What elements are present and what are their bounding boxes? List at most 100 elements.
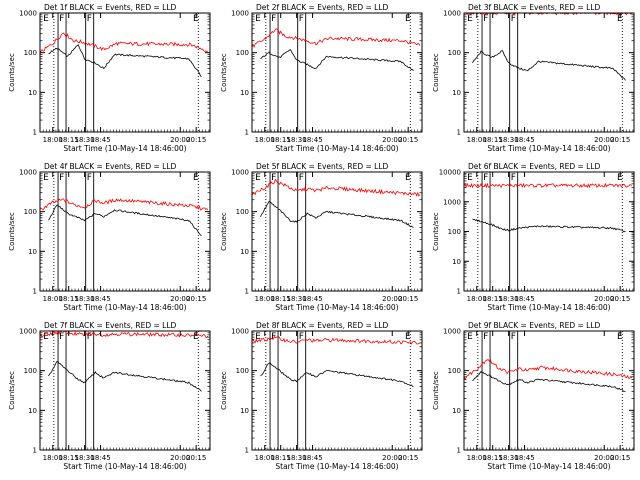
y-tick-label: 1 <box>33 129 37 137</box>
x-tick-label: 20:00 <box>594 136 614 144</box>
marker-label: F <box>271 332 276 342</box>
y-tick-label: 100 <box>24 49 37 57</box>
plot-frame <box>39 171 211 292</box>
marker-label: F <box>511 173 516 183</box>
marker-label: F <box>271 173 276 183</box>
series-events-line <box>472 50 626 81</box>
x-tick-label: 18:30 <box>75 136 95 144</box>
panel-title: Det 4f BLACK = Events, RED = LLD <box>44 162 177 171</box>
x-tick-label: 18:30 <box>75 454 95 462</box>
marker-label: E <box>467 14 473 24</box>
y-tick-label: 10 <box>452 407 461 415</box>
x-tick-label: 20:15 <box>398 295 418 303</box>
series-events-line <box>260 362 414 387</box>
y-tick-label: 1 <box>457 129 461 137</box>
marker-label: F <box>299 14 304 24</box>
x-tick-label: 18:45 <box>514 454 534 462</box>
x-tick-label: 20:15 <box>398 454 418 462</box>
series-lld-line <box>39 198 209 211</box>
series-events-line <box>48 44 202 77</box>
series-events-line <box>472 218 626 233</box>
x-tick-label: 18:30 <box>499 454 519 462</box>
y-axis-label: Counts/sec <box>8 53 16 92</box>
series-events-line <box>260 201 414 228</box>
x-tick-label: 20:00 <box>170 295 190 303</box>
x-tick-label: 18:00 <box>255 454 275 462</box>
marker-label: E <box>617 14 623 24</box>
x-tick-label: 20:15 <box>610 136 630 144</box>
series-events-line <box>48 360 202 392</box>
x-tick-label: 20:15 <box>186 295 206 303</box>
series-lld-line <box>463 359 633 380</box>
plot-frame <box>251 171 423 292</box>
x-tick-label: 18:30 <box>499 136 519 144</box>
x-tick-label: 20:15 <box>398 136 418 144</box>
plot-frame <box>463 330 635 451</box>
y-tick-label: 1000 <box>19 169 37 177</box>
x-tick-label: 20:00 <box>594 295 614 303</box>
y-axis-label: Counts/sec <box>432 371 440 410</box>
marker-label: F <box>483 173 488 183</box>
y-tick-label: 1 <box>245 447 249 455</box>
x-axis-label: Start Time (10-May-14 18:46:00) <box>487 144 610 153</box>
x-tick-label: 20:00 <box>382 295 402 303</box>
x-tick-label: 18:45 <box>90 454 110 462</box>
marker-label: F <box>59 14 64 24</box>
marker-label: E <box>43 14 49 24</box>
y-axis-label: Counts/sec <box>432 212 440 251</box>
marker-label: F <box>511 14 516 24</box>
y-axis-label: Counts/sec <box>220 212 228 251</box>
x-tick-label: 20:00 <box>382 454 402 462</box>
marker-label: E <box>193 14 199 24</box>
series-lld-line <box>251 28 421 49</box>
y-tick-label: 1 <box>33 447 37 455</box>
panel-title: Det 3f BLACK = Events, RED = LLD <box>468 3 601 12</box>
series-events-line <box>472 370 626 392</box>
y-tick-label: 100 <box>448 228 461 236</box>
marker-label: E <box>43 332 49 342</box>
y-tick-label: 10 <box>452 89 461 97</box>
series-events-line <box>260 48 414 72</box>
y-tick-label: 10 <box>28 89 37 97</box>
x-axis-label: Start Time (10-May-14 18:46:00) <box>487 462 610 471</box>
y-tick-label: 1000 <box>231 328 249 336</box>
x-tick-label: 18:45 <box>90 136 110 144</box>
x-tick-label: 20:15 <box>186 136 206 144</box>
series-lld-line <box>251 178 421 197</box>
y-tick-label: 10 <box>28 248 37 256</box>
y-tick-label: 10 <box>240 407 249 415</box>
x-tick-label: 18:15 <box>483 295 503 303</box>
x-tick-label: 18:00 <box>467 136 487 144</box>
y-tick-label: 1000 <box>19 10 37 18</box>
y-tick-label: 1000 <box>443 328 461 336</box>
y-tick-label: 100 <box>448 49 461 57</box>
panel-title: Det 6f BLACK = Events, RED = LLD <box>468 162 601 171</box>
x-axis-label: Start Time (10-May-14 18:46:00) <box>275 462 398 471</box>
marker-label: F <box>87 14 92 24</box>
marker-label: E <box>617 332 623 342</box>
y-tick-label: 1 <box>33 288 37 296</box>
x-tick-label: 18:15 <box>483 454 503 462</box>
y-tick-label: 10 <box>240 89 249 97</box>
plot-frame <box>251 330 423 451</box>
x-tick-label: 20:00 <box>594 454 614 462</box>
y-tick-label: 1000 <box>231 10 249 18</box>
x-tick-label: 18:00 <box>43 295 63 303</box>
x-tick-label: 18:00 <box>467 454 487 462</box>
marker-label: F <box>299 332 304 342</box>
y-tick-label: 10000 <box>439 169 461 177</box>
marker-label: F <box>483 332 488 342</box>
series-lld-line <box>463 182 633 189</box>
y-tick-label: 100 <box>236 208 249 216</box>
series-events-line <box>48 204 202 236</box>
x-tick-label: 18:15 <box>59 136 79 144</box>
marker-label: F <box>299 173 304 183</box>
x-tick-label: 18:30 <box>499 295 519 303</box>
x-tick-label: 20:00 <box>170 454 190 462</box>
marker-label: E <box>255 14 261 24</box>
